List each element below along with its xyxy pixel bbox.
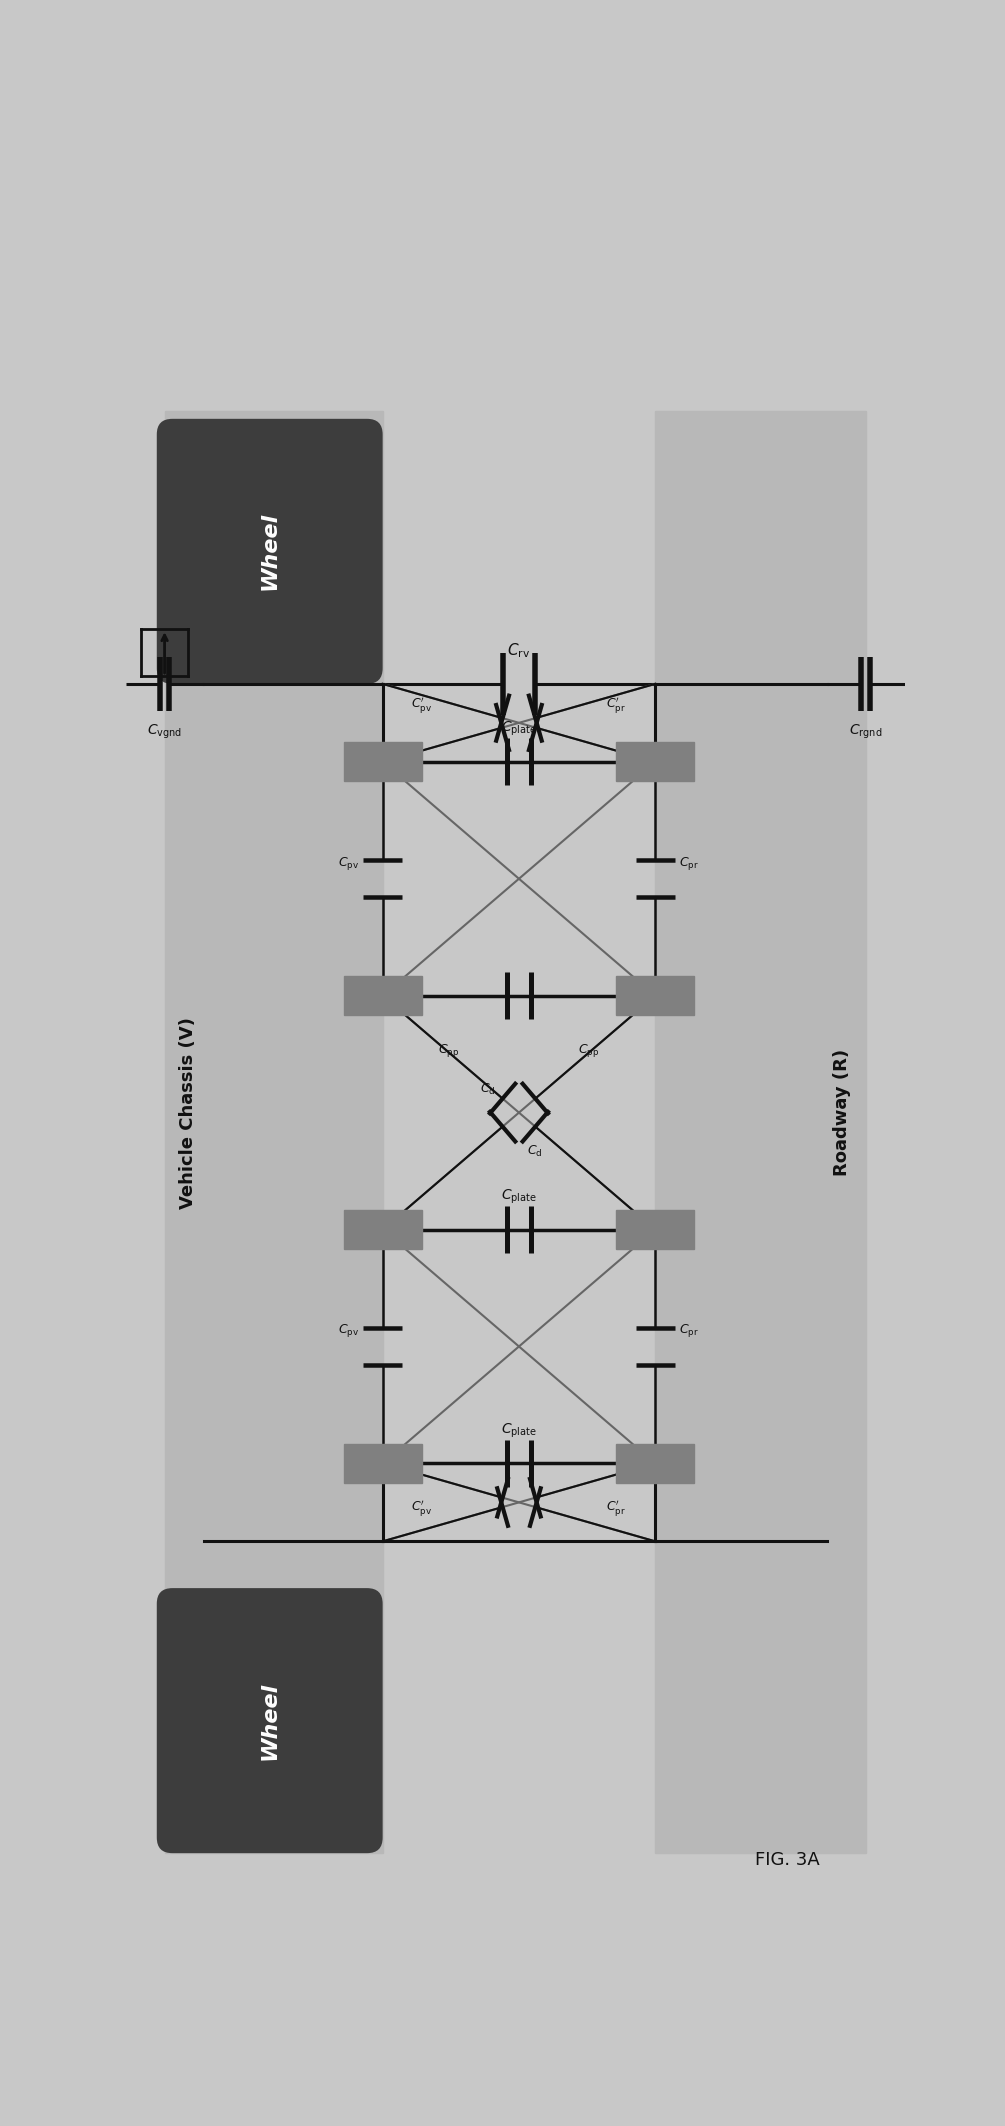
Bar (616, 742, 694, 780)
Text: FIG. 3A: FIG. 3A (756, 1852, 820, 1869)
Text: $C_{\rm pr}'$: $C_{\rm pr}'$ (606, 695, 626, 714)
Text: Wheel: Wheel (259, 512, 279, 591)
Text: $C_{\rm plate}$: $C_{\rm plate}$ (501, 1188, 537, 1205)
Bar (616, 1210, 694, 1248)
FancyBboxPatch shape (157, 1588, 383, 1854)
FancyBboxPatch shape (157, 419, 383, 685)
Bar (344, 1210, 422, 1248)
Text: Vehicle Chassis (V): Vehicle Chassis (V) (179, 1016, 197, 1208)
Text: $C_{\rm pv}'$: $C_{\rm pv}'$ (411, 1499, 432, 1518)
Text: $C_{\rm pp}$: $C_{\rm pp}$ (579, 1042, 600, 1059)
Text: $C_{\rm d}$: $C_{\rm d}$ (527, 1144, 543, 1159)
Text: $C_{\rm rgnd}$: $C_{\rm rgnd}$ (849, 723, 882, 742)
Text: $C_{\rm plate}$: $C_{\rm plate}$ (501, 721, 537, 738)
Text: $C_{\rm vgnd}$: $C_{\rm vgnd}$ (147, 723, 182, 742)
Bar (616, 1444, 694, 1484)
Text: $C_{\rm pv}$: $C_{\rm pv}$ (338, 1322, 360, 1339)
Text: $C_{\rm pv}'$: $C_{\rm pv}'$ (411, 695, 432, 714)
Text: $C_{\rm pp}$: $C_{\rm pp}$ (438, 1042, 459, 1059)
Text: $C_{\rm pr}$: $C_{\rm pr}$ (678, 855, 698, 872)
Text: $C_{\rm pr}$: $C_{\rm pr}$ (678, 1322, 698, 1339)
Text: Roadway (R): Roadway (R) (833, 1048, 851, 1176)
Text: $C_{\rm rv}$: $C_{\rm rv}$ (508, 642, 531, 661)
Text: Wheel: Wheel (259, 1682, 279, 1760)
Bar (344, 1444, 422, 1484)
Text: $C_{\rm d}$: $C_{\rm d}$ (480, 1082, 495, 1097)
Bar (344, 742, 422, 780)
Text: $C_{\rm plate}$: $C_{\rm plate}$ (501, 1422, 537, 1439)
Text: $C_{\rm pv}$: $C_{\rm pv}$ (338, 855, 360, 872)
Bar (616, 976, 694, 1014)
Text: $C_{\rm pr}'$: $C_{\rm pr}'$ (606, 1499, 626, 1518)
Bar (655, 410, 865, 1854)
Bar (344, 976, 422, 1014)
Bar (165, 410, 383, 1854)
